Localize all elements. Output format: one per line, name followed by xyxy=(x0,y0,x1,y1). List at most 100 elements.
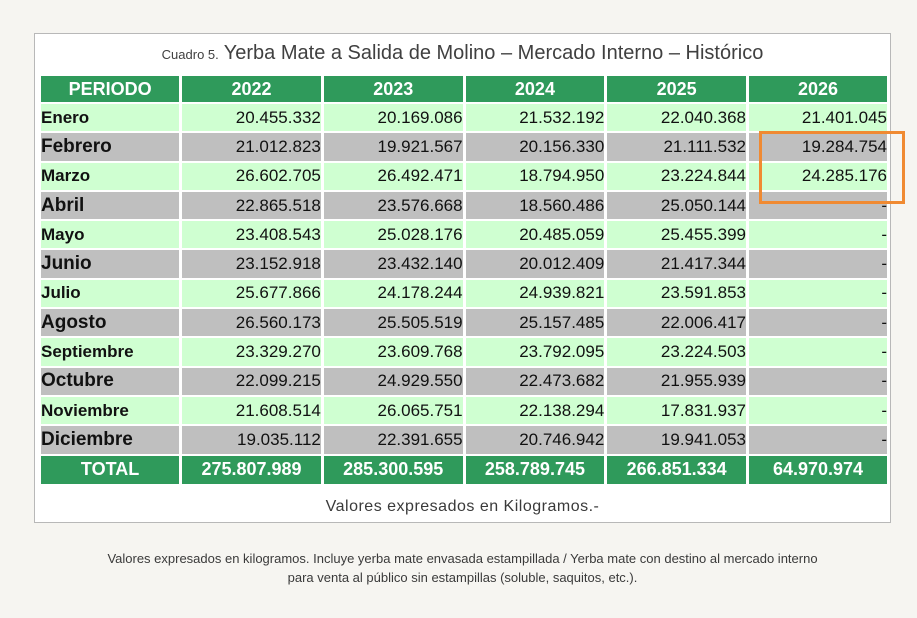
total-cell: 266.851.334 xyxy=(607,455,747,484)
value-cell: 26.065.751 xyxy=(323,396,463,425)
value-cell: - xyxy=(749,338,887,366)
value-cell: 25.505.519 xyxy=(323,309,463,337)
total-cell: 275.807.989 xyxy=(182,455,321,484)
value-cell: 20.169.086 xyxy=(323,104,463,132)
value-cell: 21.955.939 xyxy=(607,367,747,395)
table-body: Enero 20.455.332 20.169.086 21.532.192 22.04… xyxy=(41,104,887,454)
value-cell: - xyxy=(749,250,887,278)
value-cell: 23.408.543 xyxy=(182,221,321,249)
value-cell: 22.099.215 xyxy=(182,367,321,395)
value-cell: 23.152.918 xyxy=(182,250,321,278)
month-label: Abril xyxy=(41,191,180,220)
value-cell: 22.865.518 xyxy=(182,191,321,220)
value-cell: 25.050.144 xyxy=(607,191,747,220)
value-cell: 23.224.503 xyxy=(607,338,747,366)
value-cell: 25.028.176 xyxy=(323,221,463,249)
value-cell: 23.792.095 xyxy=(465,338,605,366)
table-row: Diciembre 19.035.112 22.391.655 20.746.942 1… xyxy=(41,426,887,454)
value-cell: 20.455.332 xyxy=(182,104,321,132)
value-cell: 26.602.705 xyxy=(182,162,321,190)
value-cell: 21.608.514 xyxy=(182,396,321,425)
value-cell: - xyxy=(749,396,887,425)
month-label: Julio xyxy=(41,279,180,308)
value-cell: 19.035.112 xyxy=(182,426,321,454)
footnote: Valores expresados en kilogramos. Incluy… xyxy=(40,549,885,587)
highlight-box xyxy=(759,131,905,204)
value-cell: 21.532.192 xyxy=(465,104,605,132)
value-cell: 22.391.655 xyxy=(323,426,463,454)
value-cell: 21.111.532 xyxy=(607,133,747,161)
header-year: 2022 xyxy=(182,76,321,102)
value-cell: - xyxy=(749,426,887,454)
value-cell: 17.831.937 xyxy=(607,396,747,425)
footnote-line: Valores expresados en kilogramos. Incluy… xyxy=(107,551,818,566)
value-cell: 25.455.399 xyxy=(607,221,747,249)
header-periodo: PERIODO xyxy=(41,76,180,102)
value-cell: 22.006.417 xyxy=(607,309,747,337)
value-cell: 23.329.270 xyxy=(182,338,321,366)
header-row: PERIODO 2022 2023 2024 2025 2026 xyxy=(41,76,887,102)
value-cell: 22.473.682 xyxy=(465,367,605,395)
value-cell: 20.485.059 xyxy=(465,221,605,249)
month-label: Marzo xyxy=(41,162,180,190)
value-cell: 19.921.567 xyxy=(323,133,463,161)
value-cell: 23.609.768 xyxy=(323,338,463,366)
production-table: PERIODO 2022 2023 2024 2025 2026 Enero 20… xyxy=(38,74,890,486)
value-cell: 26.492.471 xyxy=(323,162,463,190)
table-row: Junio 23.152.918 23.432.140 20.012.409 21.41… xyxy=(41,250,887,278)
value-cell: 19.284.754 xyxy=(749,133,887,161)
caption-title: Yerba Mate a Salida de Molino – Mercado … xyxy=(223,42,764,64)
total-row: TOTAL 275.807.989 285.300.595 258.789.74… xyxy=(41,455,887,484)
table-row: Septiembre 23.329.270 23.609.768 23.792.095… xyxy=(41,338,887,366)
value-cell: 25.157.485 xyxy=(465,309,605,337)
value-cell: 22.138.294 xyxy=(465,396,605,425)
header-year: 2025 xyxy=(607,76,747,102)
value-cell: 18.794.950 xyxy=(465,162,605,190)
month-label: Diciembre xyxy=(41,426,180,454)
value-cell: 24.939.821 xyxy=(465,279,605,308)
month-label: Enero xyxy=(41,104,180,132)
table-row: Agosto 26.560.173 25.505.519 25.157.485 22.0… xyxy=(41,309,887,337)
table-row: Marzo 26.602.705 26.492.471 18.794.950 23.22… xyxy=(41,162,887,190)
table-row: Julio 25.677.866 24.178.244 24.939.821 23.59… xyxy=(41,279,887,308)
value-cell: 19.941.053 xyxy=(607,426,747,454)
value-cell: 23.224.844 xyxy=(607,162,747,190)
value-cell: 21.401.045 xyxy=(749,104,887,132)
value-cell: 18.560.486 xyxy=(465,191,605,220)
value-cell: 25.677.866 xyxy=(182,279,321,308)
month-label: Febrero xyxy=(41,133,180,161)
total-cell: 258.789.745 xyxy=(465,455,605,484)
units-note: Valores expresados en Kilogramos.- xyxy=(325,498,600,515)
value-cell: 21.012.823 xyxy=(182,133,321,161)
value-cell: 23.432.140 xyxy=(323,250,463,278)
table-row: Enero 20.455.332 20.169.086 21.532.192 22.04… xyxy=(41,104,887,132)
value-cell: 21.417.344 xyxy=(607,250,747,278)
table-frame: Cuadro 5. Yerba Mate a Salida de Molino –… xyxy=(34,33,891,523)
table-row: Febrero 21.012.823 19.921.567 20.156.330 21.… xyxy=(41,133,887,161)
value-cell: 24.929.550 xyxy=(323,367,463,395)
month-label: Noviembre xyxy=(41,396,180,425)
value-cell: 23.576.668 xyxy=(323,191,463,220)
value-cell: 20.012.409 xyxy=(465,250,605,278)
footnote-line: para venta al público sin estampillas (s… xyxy=(287,570,638,585)
month-label: Octubre xyxy=(41,367,180,395)
value-cell: 20.156.330 xyxy=(465,133,605,161)
month-label: Septiembre xyxy=(41,338,180,366)
value-cell: 23.591.853 xyxy=(607,279,747,308)
value-cell: - xyxy=(749,191,887,220)
total-cell: 285.300.595 xyxy=(323,455,463,484)
value-cell: - xyxy=(749,309,887,337)
header-year: 2024 xyxy=(465,76,605,102)
table-row: Abril 22.865.518 23.576.668 18.560.486 25.05… xyxy=(41,191,887,220)
header-year: 2026 xyxy=(749,76,887,102)
month-label: Agosto xyxy=(41,309,180,337)
month-label: Mayo xyxy=(41,221,180,249)
table-row: Octubre 22.099.215 24.929.550 22.473.682 21.… xyxy=(41,367,887,395)
value-cell: - xyxy=(749,367,887,395)
value-cell: - xyxy=(749,221,887,249)
value-cell: 24.178.244 xyxy=(323,279,463,308)
value-cell: 22.040.368 xyxy=(607,104,747,132)
caption-prefix: Cuadro 5. xyxy=(161,47,219,62)
table-row: Noviembre 21.608.514 26.065.751 22.138.294 1… xyxy=(41,396,887,425)
table-caption: Cuadro 5. Yerba Mate a Salida de Molino –… xyxy=(35,42,890,65)
